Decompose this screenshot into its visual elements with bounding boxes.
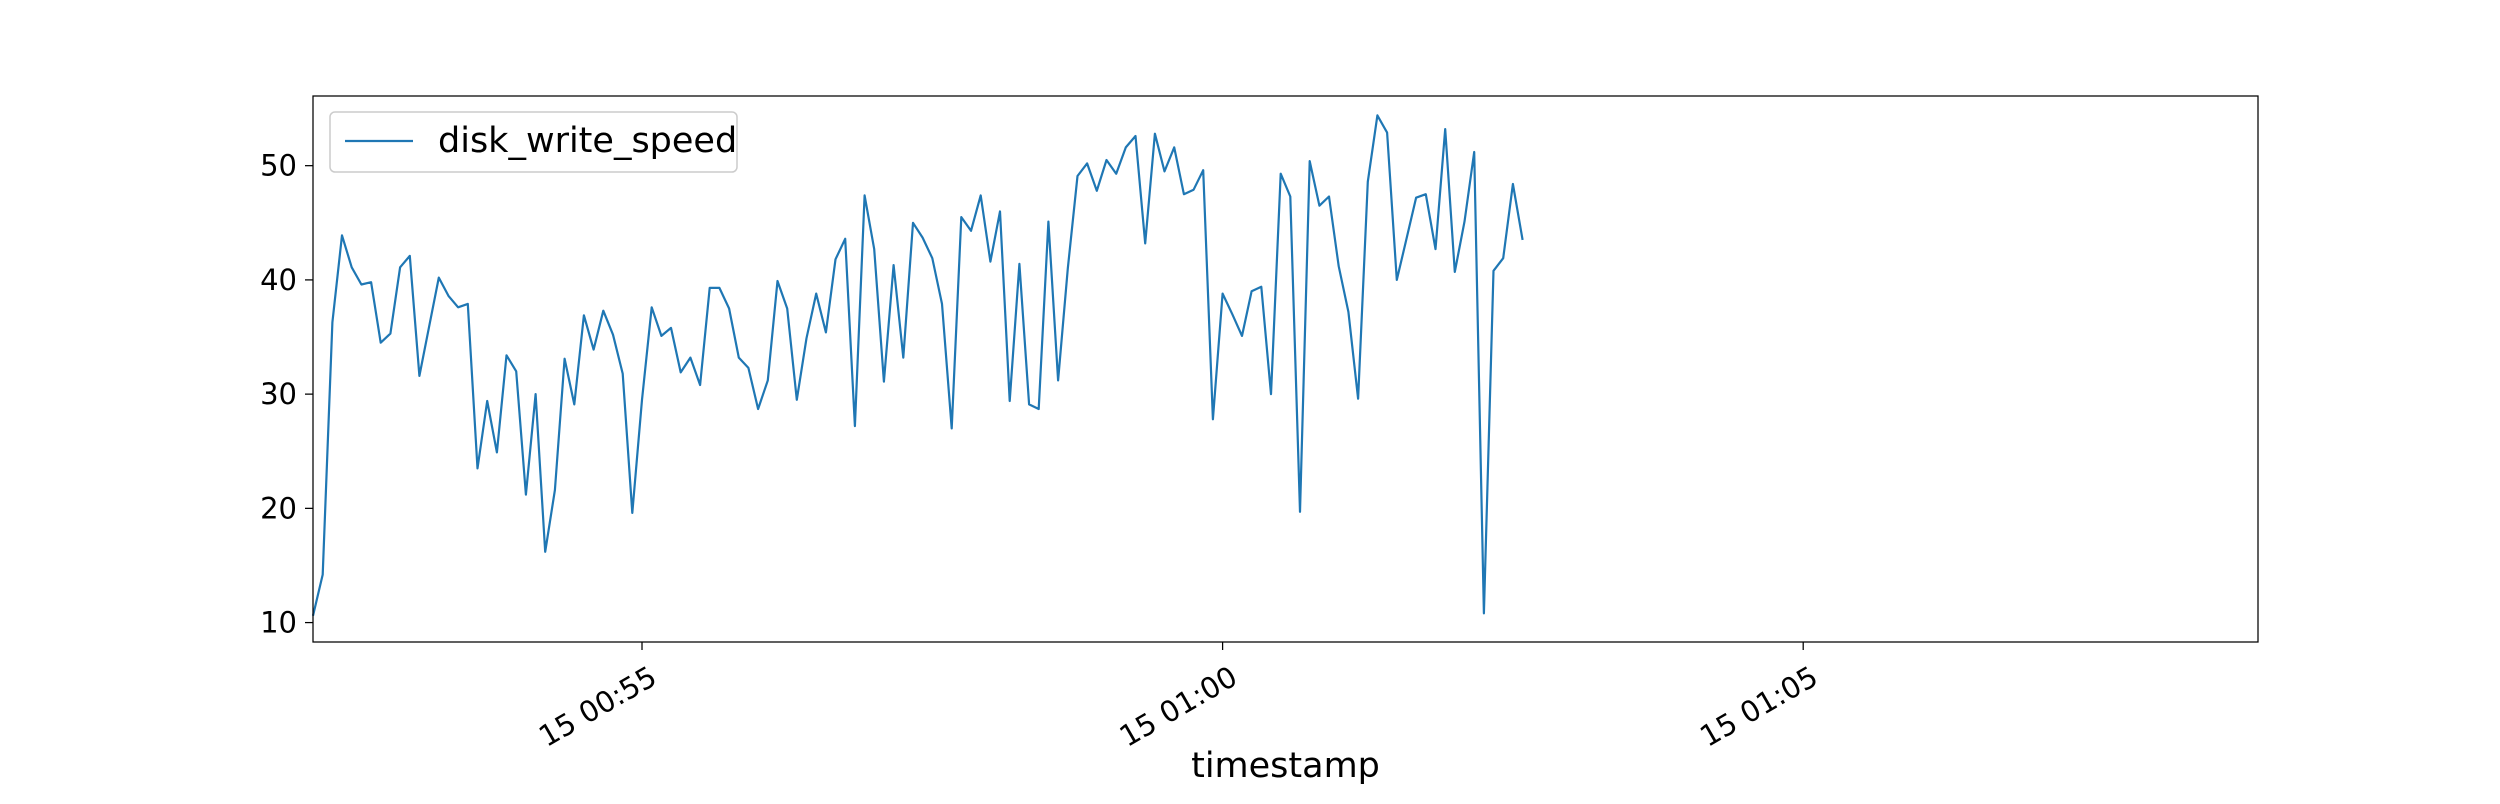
- plot-area: [311, 114, 1524, 616]
- axis-ticks: 10 20 30 40 50 15 00:55 15 01:00 15 01:05: [260, 149, 1823, 754]
- series-line: [311, 114, 1524, 616]
- x-tick-label: 15 00:55: [533, 659, 662, 753]
- axes-frame: [312, 95, 2259, 643]
- legend: disk_write_speed: [329, 111, 738, 173]
- legend-box: [329, 111, 738, 173]
- y-tick-label: 10: [260, 606, 297, 640]
- y-tick-label: 40: [260, 263, 297, 297]
- x-tick-label: 15 01:00: [1114, 659, 1243, 753]
- y-tick-label: 30: [260, 377, 297, 411]
- y-tick-label: 20: [260, 491, 297, 525]
- x-tick-label: 15 01:05: [1694, 659, 1823, 753]
- legend-label: disk_write_speed: [438, 121, 737, 161]
- x-axis-label: timestamp: [1191, 746, 1380, 786]
- y-tick-label: 50: [260, 149, 297, 183]
